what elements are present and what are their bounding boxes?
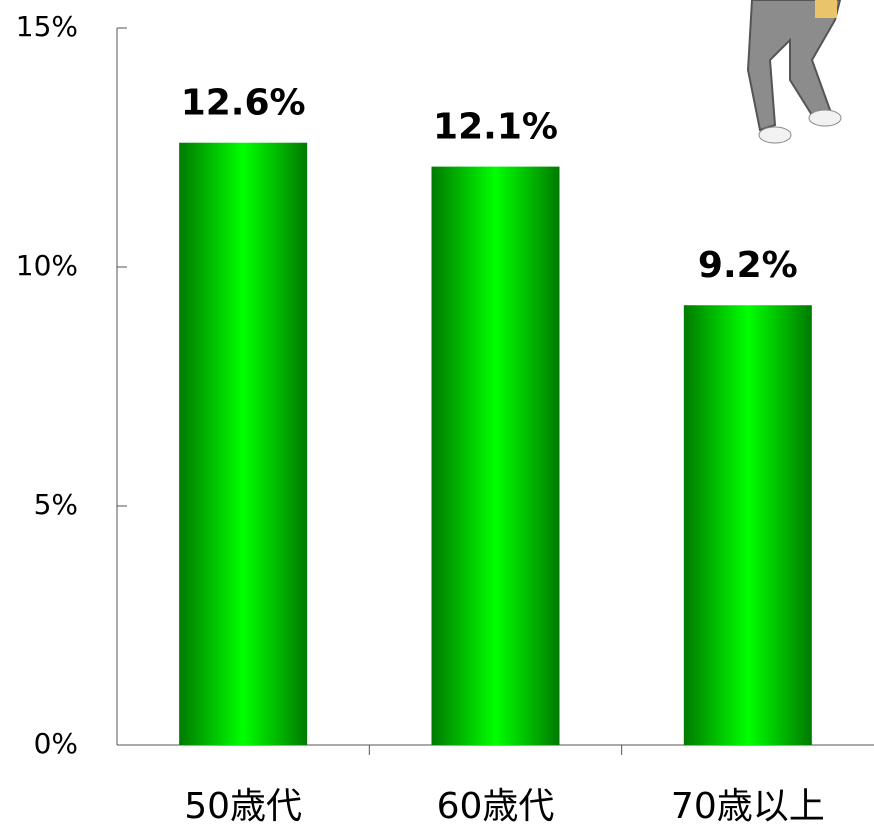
y-tick-label: 0% — [34, 727, 78, 760]
bar — [431, 166, 560, 745]
data-label: 12.6% — [181, 83, 306, 124]
x-tick-label: 50歳代 — [184, 786, 302, 827]
y-tick-label: 15% — [16, 10, 78, 43]
y-tick-label: 5% — [34, 488, 78, 521]
data-label: 9.2% — [698, 245, 798, 286]
illustration — [746, 0, 842, 144]
data-label: 12.1% — [433, 107, 558, 148]
x-tick-label: 60歳代 — [437, 786, 555, 827]
bar — [179, 142, 308, 746]
y-tick-label: 10% — [16, 249, 78, 282]
bar — [683, 305, 812, 745]
x-tick-label: 70歳以上 — [671, 786, 825, 827]
